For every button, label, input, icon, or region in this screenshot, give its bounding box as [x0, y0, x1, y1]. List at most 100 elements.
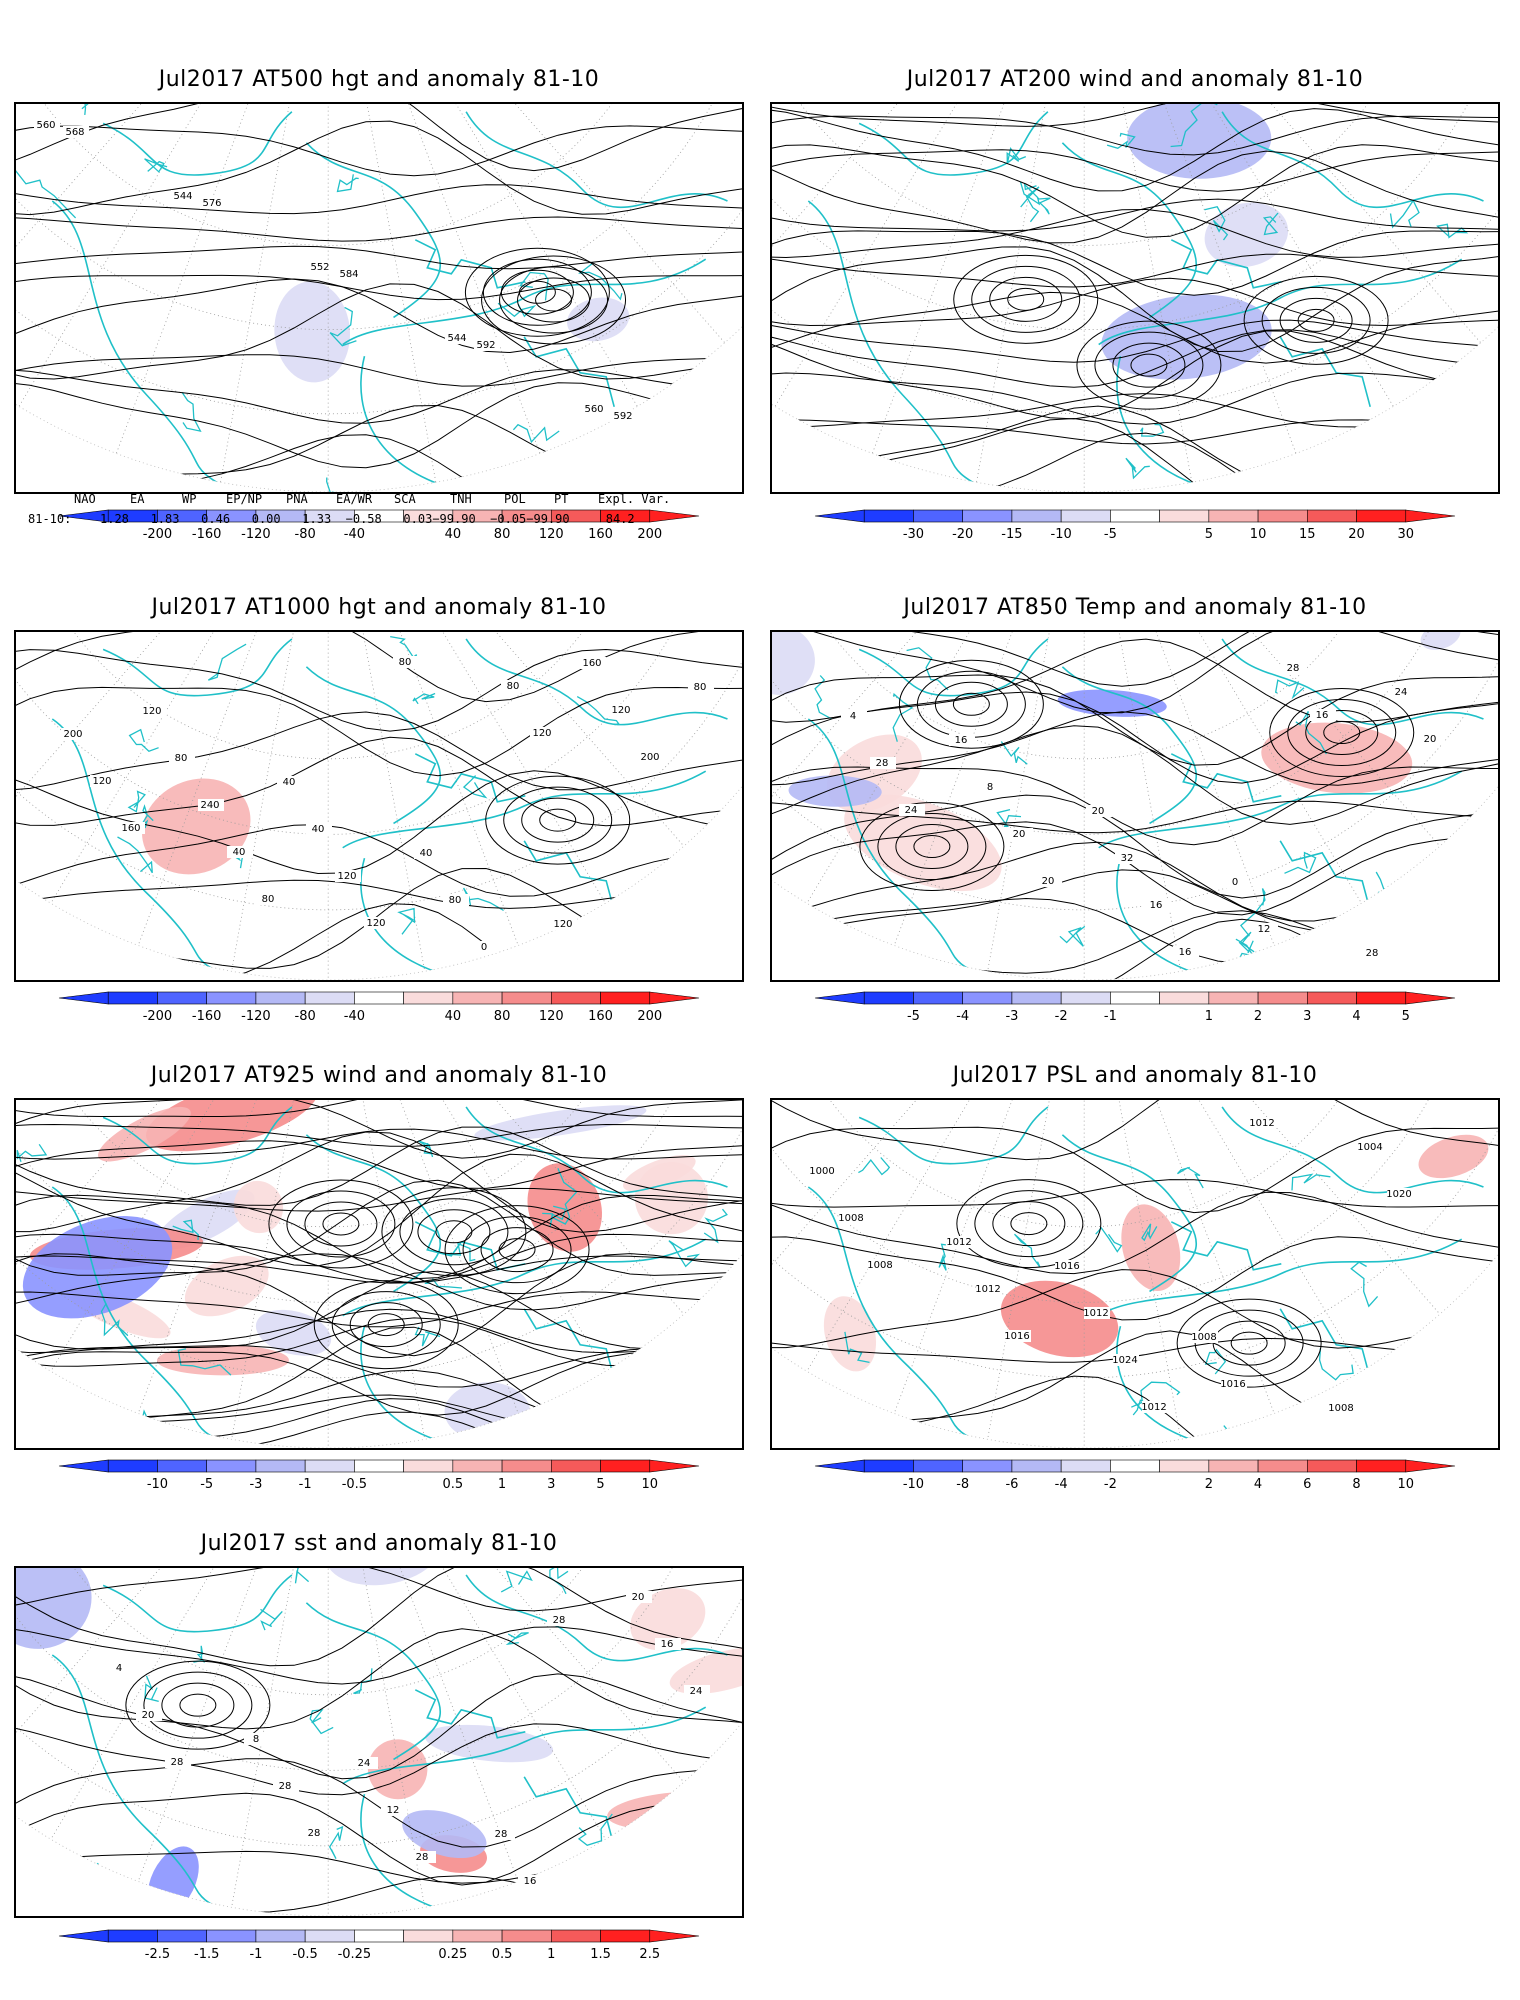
contour-label-bg	[1055, 1260, 1081, 1272]
contour-label: 16	[1150, 900, 1163, 911]
contour-label: 20	[632, 1592, 645, 1603]
contour-label: 16	[524, 1876, 537, 1887]
anomaly-shading	[1261, 722, 1413, 794]
contour-ring	[1297, 308, 1335, 332]
border-line	[127, 790, 146, 813]
colorbar-tick-label: 200	[637, 1009, 662, 1024]
colorbar-arrow-left	[58, 991, 109, 1005]
contour-label: 24	[358, 1758, 371, 1769]
anomaly-shading	[527, 1163, 603, 1252]
contour-label: 576	[202, 198, 221, 209]
contour-line	[772, 230, 1498, 296]
border-line	[687, 445, 716, 480]
colorbar: -200 -160 -120 -80 -40 40 80 120 160 200	[58, 991, 700, 1028]
border-line	[1295, 711, 1327, 755]
contour-ring	[1305, 710, 1379, 756]
contour-label-bg	[381, 1804, 407, 1816]
colorbar-svg: -10 -8 -6 -4 -2 2 4 6 8 10	[814, 1459, 1456, 1492]
contour-label: 560	[584, 404, 603, 415]
coastline	[523, 1308, 615, 1380]
colorbar-segment	[551, 1459, 601, 1473]
contour-label-bg	[684, 1685, 710, 1697]
colorbar-segment	[551, 991, 601, 1005]
contour-label: 24	[1395, 687, 1408, 698]
border-line	[321, 477, 341, 492]
contour-label-bg	[1418, 733, 1444, 745]
colorbar-segment	[1011, 1459, 1062, 1473]
colorbar-tick-label: 200	[637, 527, 662, 542]
contour-ring	[331, 1291, 441, 1359]
contour-line	[16, 1369, 742, 1423]
colorbar-segment	[255, 1929, 306, 1943]
colorbar-tick-label: -20	[952, 527, 973, 542]
colorbar-segment	[1208, 509, 1259, 523]
contour-ring	[1007, 287, 1045, 311]
contour-line	[772, 897, 1498, 964]
colorbar-tick-label: -15	[1001, 527, 1022, 542]
contour-line	[16, 1255, 742, 1284]
panel-title: Jul2017 sst and anomaly 81-10	[200, 1531, 558, 1556]
contour-line	[16, 120, 742, 216]
coastline	[465, 111, 728, 208]
contour-line	[16, 216, 742, 242]
colorbar: -10 -8 -6 -4 -2 2 4 6 8 10	[814, 1459, 1456, 1496]
colorbar-tick-label: 80	[494, 527, 511, 542]
border-line	[260, 1608, 283, 1631]
contour-label-bg	[655, 1638, 681, 1650]
contour-label-bg	[136, 1709, 162, 1721]
anomaly-shading	[590, 473, 681, 492]
contour-label: 16	[661, 1639, 674, 1650]
contour-line	[16, 1270, 742, 1350]
contour-label-bg	[582, 403, 608, 415]
contour-label-bg	[1250, 1117, 1276, 1129]
contour-line	[772, 800, 1498, 834]
contour-label: 20	[1042, 876, 1055, 887]
contour-ring	[916, 670, 1026, 738]
contour-ring	[286, 1190, 396, 1258]
colorbar-segment	[551, 1929, 601, 1943]
longitude-gridline	[16, 104, 329, 492]
map-canvas: 24 28 20 4 8 12 16 16 20 28 28 28 24 28 28	[16, 1568, 742, 1916]
longitude-gridline	[327, 632, 455, 980]
colorbar-tick-label: 20	[1348, 527, 1365, 542]
contour-ring	[367, 1313, 405, 1337]
border-line	[172, 1219, 199, 1240]
anomaly-shading	[98, 1106, 191, 1162]
colorbar-tick-label: -0.5	[292, 1947, 317, 1962]
border-line	[500, 1570, 533, 1593]
contour-label-bg	[609, 704, 635, 716]
border-line	[652, 868, 682, 903]
contour-label-bg	[1281, 662, 1307, 674]
colorbar-tick-label: -6	[1005, 1477, 1018, 1492]
border-line	[139, 804, 154, 829]
contour-label-bg	[810, 1165, 836, 1177]
contour-label-bg	[949, 734, 975, 746]
map-at850: 16 20 0 28 4 8 32 12 24 28 20 16 28 20 24 20 16 16	[770, 630, 1500, 982]
map-at925	[14, 1098, 744, 1450]
contour-label: 28	[1287, 663, 1300, 674]
contour-line	[772, 291, 1498, 364]
border-line	[1318, 1348, 1354, 1381]
colorbar-segment	[354, 1929, 404, 1943]
colorbar-segment	[1208, 1459, 1259, 1473]
contour-label-bg	[140, 705, 166, 717]
latitude-gridline	[772, 1100, 1403, 1228]
anomaly-shading	[16, 1382, 104, 1448]
contour-line	[16, 1626, 742, 1685]
map-layer	[16, 1100, 742, 1448]
contour-line	[16, 1126, 742, 1206]
contour-line	[772, 198, 1498, 232]
contour-label-bg	[976, 1283, 1002, 1295]
border-line	[1284, 851, 1317, 874]
contour-ring	[482, 258, 592, 326]
contour-line	[16, 1568, 742, 1667]
contour-line	[772, 638, 1498, 723]
border-line	[1316, 474, 1346, 492]
contour-line	[16, 1233, 742, 1283]
contour-label-bg	[1387, 1188, 1413, 1200]
contour-line	[16, 1123, 742, 1147]
border-line	[1291, 1173, 1331, 1191]
anomaly-shading	[1204, 202, 1289, 268]
contour-label-bg	[1144, 899, 1170, 911]
contour-line	[16, 648, 742, 732]
